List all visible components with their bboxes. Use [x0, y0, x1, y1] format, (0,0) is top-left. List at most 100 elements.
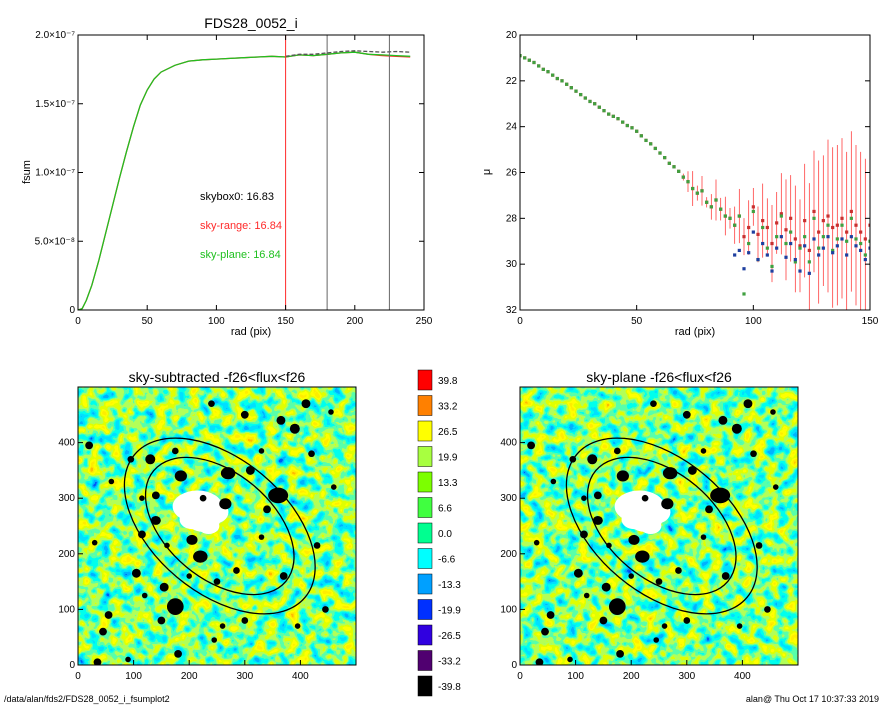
mu-plot-frame [519, 34, 871, 311]
mu-point-s1 [569, 86, 573, 90]
image-left-mask [241, 617, 249, 624]
colorbar-label: -13.3 [438, 580, 461, 591]
image-left-mask [186, 534, 198, 545]
image-left-mask [174, 470, 187, 482]
image-right-mask [641, 494, 649, 502]
image-right-mask [580, 530, 588, 539]
mu-point-s1 [845, 239, 849, 243]
mu-point-s1 [723, 214, 727, 218]
mu-point-s0 [756, 232, 760, 236]
annotation-sky-plane: sky-plane: 16.84 [200, 249, 281, 261]
image-right-mask [616, 470, 629, 482]
mu-point-s0 [793, 237, 797, 241]
image-right-mask [567, 656, 573, 663]
mu-ylabel: μ [481, 169, 493, 175]
colorbar-label: 33.2 [438, 402, 458, 413]
colorbar-swatch [417, 395, 433, 416]
image-right-y-ticks: 0 100 200 300 400 [500, 438, 525, 671]
mu-point-s1 [789, 230, 793, 234]
colorbar-swatch [417, 599, 433, 620]
mu-point-s1 [630, 126, 634, 130]
image-left-mask [91, 539, 98, 546]
image-right-panel: sky-plane -f26<flux<f26 0 100 200 300 400 0 1… [500, 369, 799, 682]
colorbar-swatch [417, 471, 433, 493]
image-right-mask [718, 415, 728, 425]
mu-point-s1 [761, 225, 765, 230]
mu-point-s1 [719, 207, 723, 211]
mu-y-tick-label: 22 [506, 76, 518, 87]
image-right-mask [587, 454, 598, 465]
mu-point-s1 [672, 165, 676, 169]
image-left-mask [279, 572, 288, 580]
mu-point-s1 [520, 54, 522, 58]
fsum-x-tick-label: 250 [416, 316, 433, 327]
mu-y-ticks: 20 22 24 26 28 30 32 [506, 30, 870, 316]
image-right-mask [606, 542, 612, 549]
mu-point-s0 [747, 225, 751, 230]
mu-point-s1 [807, 260, 811, 264]
image-right-mask [635, 550, 650, 563]
colorbar-swatch [417, 548, 433, 569]
mu-y-tick-label: 28 [506, 213, 518, 224]
mu-point-s1 [649, 142, 653, 146]
image-left-mask [150, 515, 161, 525]
image-left-title: sky-subtracted -f26<flux<f26 [129, 369, 306, 385]
image-right-mask [743, 399, 753, 409]
mu-point-s1 [812, 216, 816, 220]
mu-point-s1 [593, 102, 597, 106]
mu-x-tick-label: 50 [631, 316, 643, 327]
annotation-skybox0: skybox0: 16.83 [200, 191, 274, 203]
mu-point-s2 [835, 244, 839, 248]
mu-point-s1 [602, 109, 606, 113]
image-right-y-tick-label: 300 [500, 493, 517, 504]
image-left-mask [211, 637, 217, 643]
image-left-mask [157, 616, 166, 625]
image-right-mask [705, 505, 713, 514]
mu-point-s2 [854, 244, 858, 248]
mu-point-s1 [695, 191, 699, 195]
mu-point-s2 [793, 257, 797, 262]
image-right-x-ticks: 0 100 200 300 400 [517, 660, 751, 682]
image-left-panel: sky-subtracted -f26<flux<f26 0 100 200 300 4… [58, 369, 357, 682]
image-right-mask [550, 478, 557, 485]
mu-point-s1 [653, 146, 657, 151]
mu-point-s1 [765, 246, 769, 250]
mu-y-tick-label: 30 [506, 259, 518, 270]
image-right-y-tick-label: 400 [500, 438, 517, 449]
mu-point-s2 [863, 257, 867, 262]
mu-point-s2 [770, 269, 774, 273]
mu-point-s1 [583, 96, 587, 100]
mu-y-tick-label: 32 [506, 305, 518, 316]
mu-point-s2 [775, 246, 779, 250]
image-right-mask [541, 627, 549, 636]
footer-path: /data/alan/fds2/FDS28_0052_i_fsumplot2 [4, 694, 170, 704]
image-right-mask [592, 515, 603, 525]
image-left-x-tick-label: 300 [236, 671, 253, 682]
image-left-mask [151, 491, 160, 500]
mu-point-s1 [658, 151, 662, 155]
mu-point-s0 [812, 209, 816, 214]
image-right-ellipse-0 [565, 437, 758, 615]
colorbar-label: 39.8 [438, 376, 458, 387]
mu-point-s0 [863, 237, 867, 241]
image-right-x-tick-label: 200 [623, 671, 640, 682]
mu-point-s0 [849, 209, 853, 214]
mu-point-s1 [607, 112, 611, 116]
image-left-y-tick-label: 200 [58, 549, 75, 560]
mu-point-s2 [761, 241, 765, 246]
mu-point-s1 [527, 58, 531, 62]
image-left-mask [258, 448, 265, 454]
image-left-x-tick-label: 0 [75, 671, 81, 682]
image-left-ellipse-0 [123, 437, 316, 615]
fsum-y-tick-label: 2.0×10⁻⁷ [35, 30, 75, 41]
image-left-mask [164, 542, 170, 549]
image-left-y-ticks: 0 100 200 300 400 [58, 438, 83, 671]
mu-point-s0 [761, 219, 765, 223]
image-right-mask [628, 573, 634, 579]
mu-point-s1 [779, 214, 783, 218]
image-left-mask [294, 623, 301, 629]
mu-point-s0 [779, 212, 783, 216]
image-right-mask [593, 491, 602, 500]
mu-point-s0 [859, 230, 863, 234]
fsum-y-tick-label: 1.0×10⁻⁷ [35, 168, 75, 179]
